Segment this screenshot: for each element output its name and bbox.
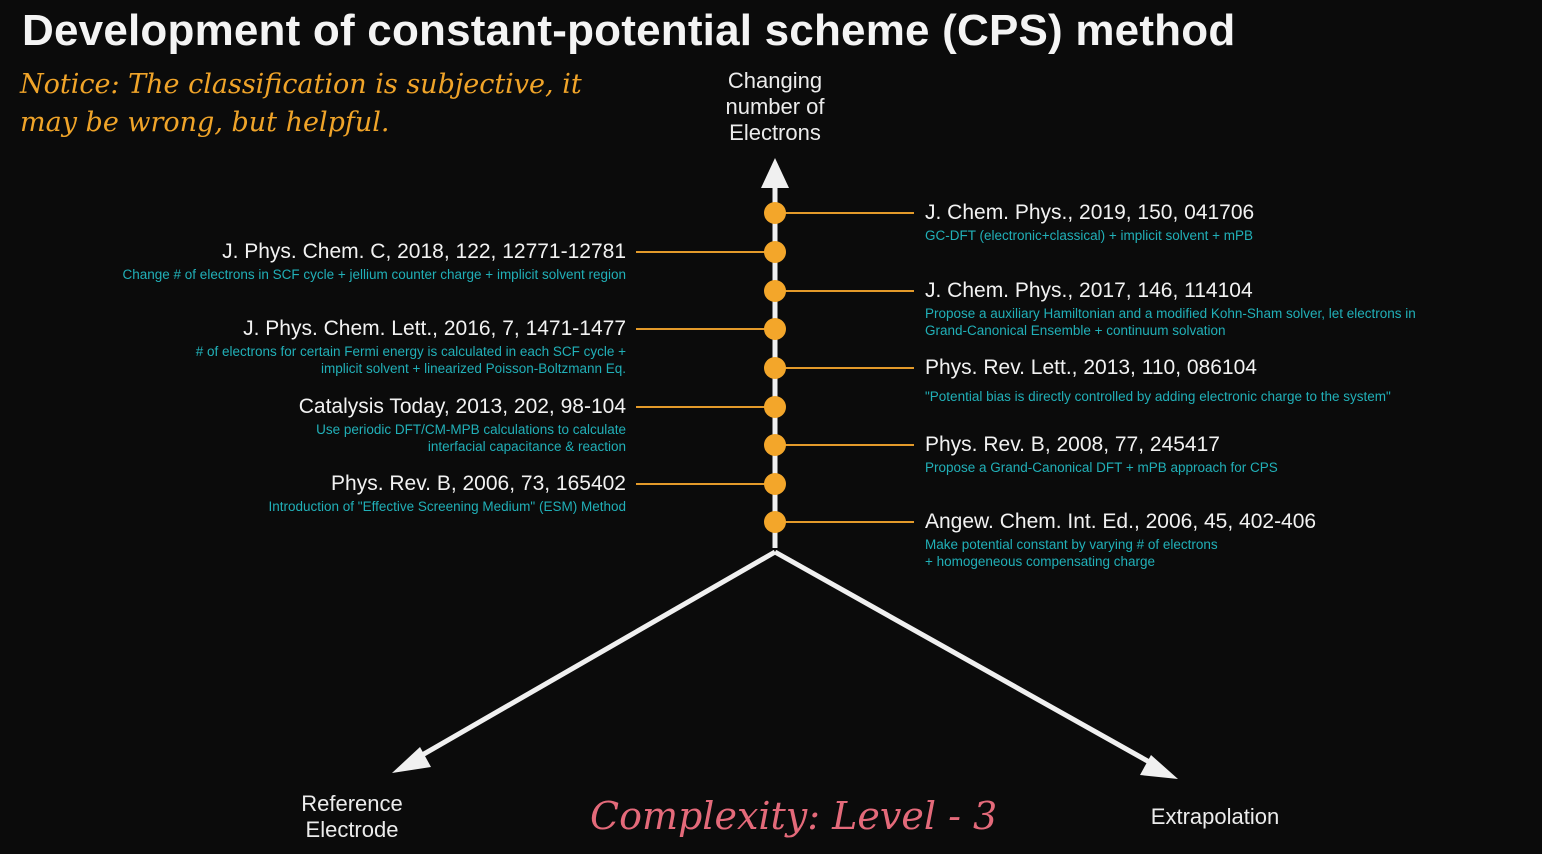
reference-citation: Catalysis Today, 2013, 202, 98-104 bbox=[298, 395, 626, 418]
left-axis bbox=[408, 549, 777, 765]
reference-description: Change # of electrons in SCF cycle + jel… bbox=[122, 267, 627, 282]
right-reference-3: Phys. Rev. Lett., 2013, 110, 086104 "Pote… bbox=[925, 355, 1391, 405]
left-reference-4: Phys. Rev. B, 2006, 73, 165402 Introducti… bbox=[269, 471, 627, 515]
right-reference-1: J. Chem. Phys., 2019, 150, 041706 GC-DFT … bbox=[925, 200, 1254, 244]
reference-citation: J. Chem. Phys., 2017, 146, 114104 bbox=[925, 279, 1253, 302]
timeline-node-3 bbox=[764, 280, 786, 302]
left-reference-2: J. Phys. Chem. Lett., 2016, 7, 1471-1477… bbox=[196, 316, 626, 377]
reference-citation: Angew. Chem. Int. Ed., 2006, 45, 402-406 bbox=[925, 510, 1317, 533]
reference-description: GC-DFT (electronic+classical) + implicit… bbox=[925, 228, 1253, 243]
reference-citation: J. Chem. Phys., 2019, 150, 041706 bbox=[925, 201, 1255, 224]
reference-citation: J. Phys. Chem. Lett., 2016, 7, 1471-1477 bbox=[243, 317, 626, 340]
left-arrowhead bbox=[392, 747, 431, 773]
right-reference-5: Angew. Chem. Int. Ed., 2006, 45, 402-406… bbox=[925, 509, 1316, 570]
notice-text: Notice: The classification is subjective… bbox=[20, 69, 582, 138]
timeline-node-8 bbox=[764, 473, 786, 495]
timeline-node-1 bbox=[764, 202, 786, 224]
vertical-arrowhead bbox=[761, 158, 789, 188]
timeline-node-6 bbox=[764, 396, 786, 418]
reference-description: Propose a auxiliary Hamiltonian and a mo… bbox=[925, 306, 1416, 338]
reference-description: Introduction of "Effective Screening Med… bbox=[268, 499, 627, 514]
left-reference-1: J. Phys. Chem. C, 2018, 122, 12771-12781… bbox=[123, 239, 627, 283]
axis-label-right: Extrapolation bbox=[1150, 804, 1280, 829]
timeline-node-2 bbox=[764, 241, 786, 263]
timeline-node-4 bbox=[764, 318, 786, 340]
axis-label-left: Reference Electrode bbox=[301, 791, 403, 842]
right-axis bbox=[773, 549, 1162, 771]
page-title: Development of constant-potential scheme… bbox=[22, 6, 1236, 55]
right-arrowhead bbox=[1140, 755, 1178, 779]
timeline-node-5 bbox=[764, 357, 786, 379]
reference-description: # of electrons for certain Fermi energy … bbox=[195, 344, 626, 376]
timeline-node-9 bbox=[764, 511, 786, 533]
timeline-node-7 bbox=[764, 434, 786, 456]
reference-description: Propose a Grand-Canonical DFT + mPB appr… bbox=[925, 460, 1278, 475]
reference-description: Use periodic DFT/CM-MPB calculations to … bbox=[316, 422, 626, 454]
reference-citation: Phys. Rev. B, 2006, 73, 165402 bbox=[331, 472, 626, 495]
reference-citation: Phys. Rev. B, 2008, 77, 245417 bbox=[925, 433, 1220, 456]
right-reference-2: J. Chem. Phys., 2017, 146, 114104 Propose… bbox=[925, 278, 1416, 339]
reference-citation: J. Phys. Chem. C, 2018, 122, 12771-12781 bbox=[222, 240, 626, 263]
left-reference-3: Catalysis Today, 2013, 202, 98-104 Use pe… bbox=[299, 394, 626, 455]
reference-citation: Phys. Rev. Lett., 2013, 110, 086104 bbox=[925, 356, 1257, 379]
reference-description: Make potential constant by varying # of … bbox=[925, 537, 1218, 569]
reference-description: "Potential bias is directly controlled b… bbox=[925, 389, 1391, 404]
right-reference-4: Phys. Rev. B, 2008, 77, 245417 Propose a … bbox=[925, 432, 1278, 476]
complexity-label: Complexity: Level - 3 bbox=[590, 794, 998, 838]
axis-label-up: Changing number of Electrons bbox=[725, 68, 825, 145]
